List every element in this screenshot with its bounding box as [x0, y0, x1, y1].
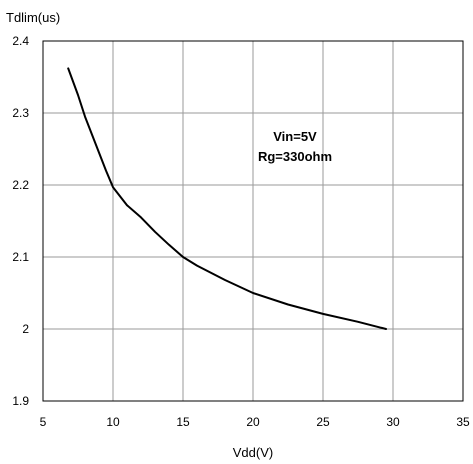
series-group [67, 67, 387, 330]
y-axis-tick-labels: 1.9 2 2.1 2.2 2.3 2.4 [12, 34, 29, 408]
x-tick-label: 15 [176, 415, 190, 429]
y-tick-label: 2.1 [12, 250, 29, 264]
x-axis-label: Vdd(V) [233, 445, 273, 460]
x-tick-label: 20 [246, 415, 260, 429]
series-line-0 [67, 67, 387, 330]
annotations: Vin=5V Rg=330ohm [258, 129, 332, 164]
x-axis-tick-labels: 5 10 15 20 25 30 35 [40, 415, 470, 429]
annotation-label: Vin=5V [273, 129, 317, 144]
y-tick-label: 2.4 [12, 34, 29, 48]
plot-frame [42, 40, 464, 402]
annotation-label: Rg=330ohm [258, 149, 332, 164]
y-tick-label: 2.3 [12, 106, 29, 120]
y-axis-label: Tdlim(us) [6, 10, 60, 25]
y-tick-label: 1.9 [12, 394, 29, 408]
x-tick-label: 25 [316, 415, 330, 429]
y-tick-label: 2 [22, 322, 29, 336]
x-tick-label: 10 [106, 415, 120, 429]
x-tick-label: 35 [456, 415, 470, 429]
grid-lines [42, 40, 464, 402]
x-tick-label: 30 [386, 415, 400, 429]
x-tick-label: 5 [40, 415, 47, 429]
y-tick-label: 2.2 [12, 178, 29, 192]
